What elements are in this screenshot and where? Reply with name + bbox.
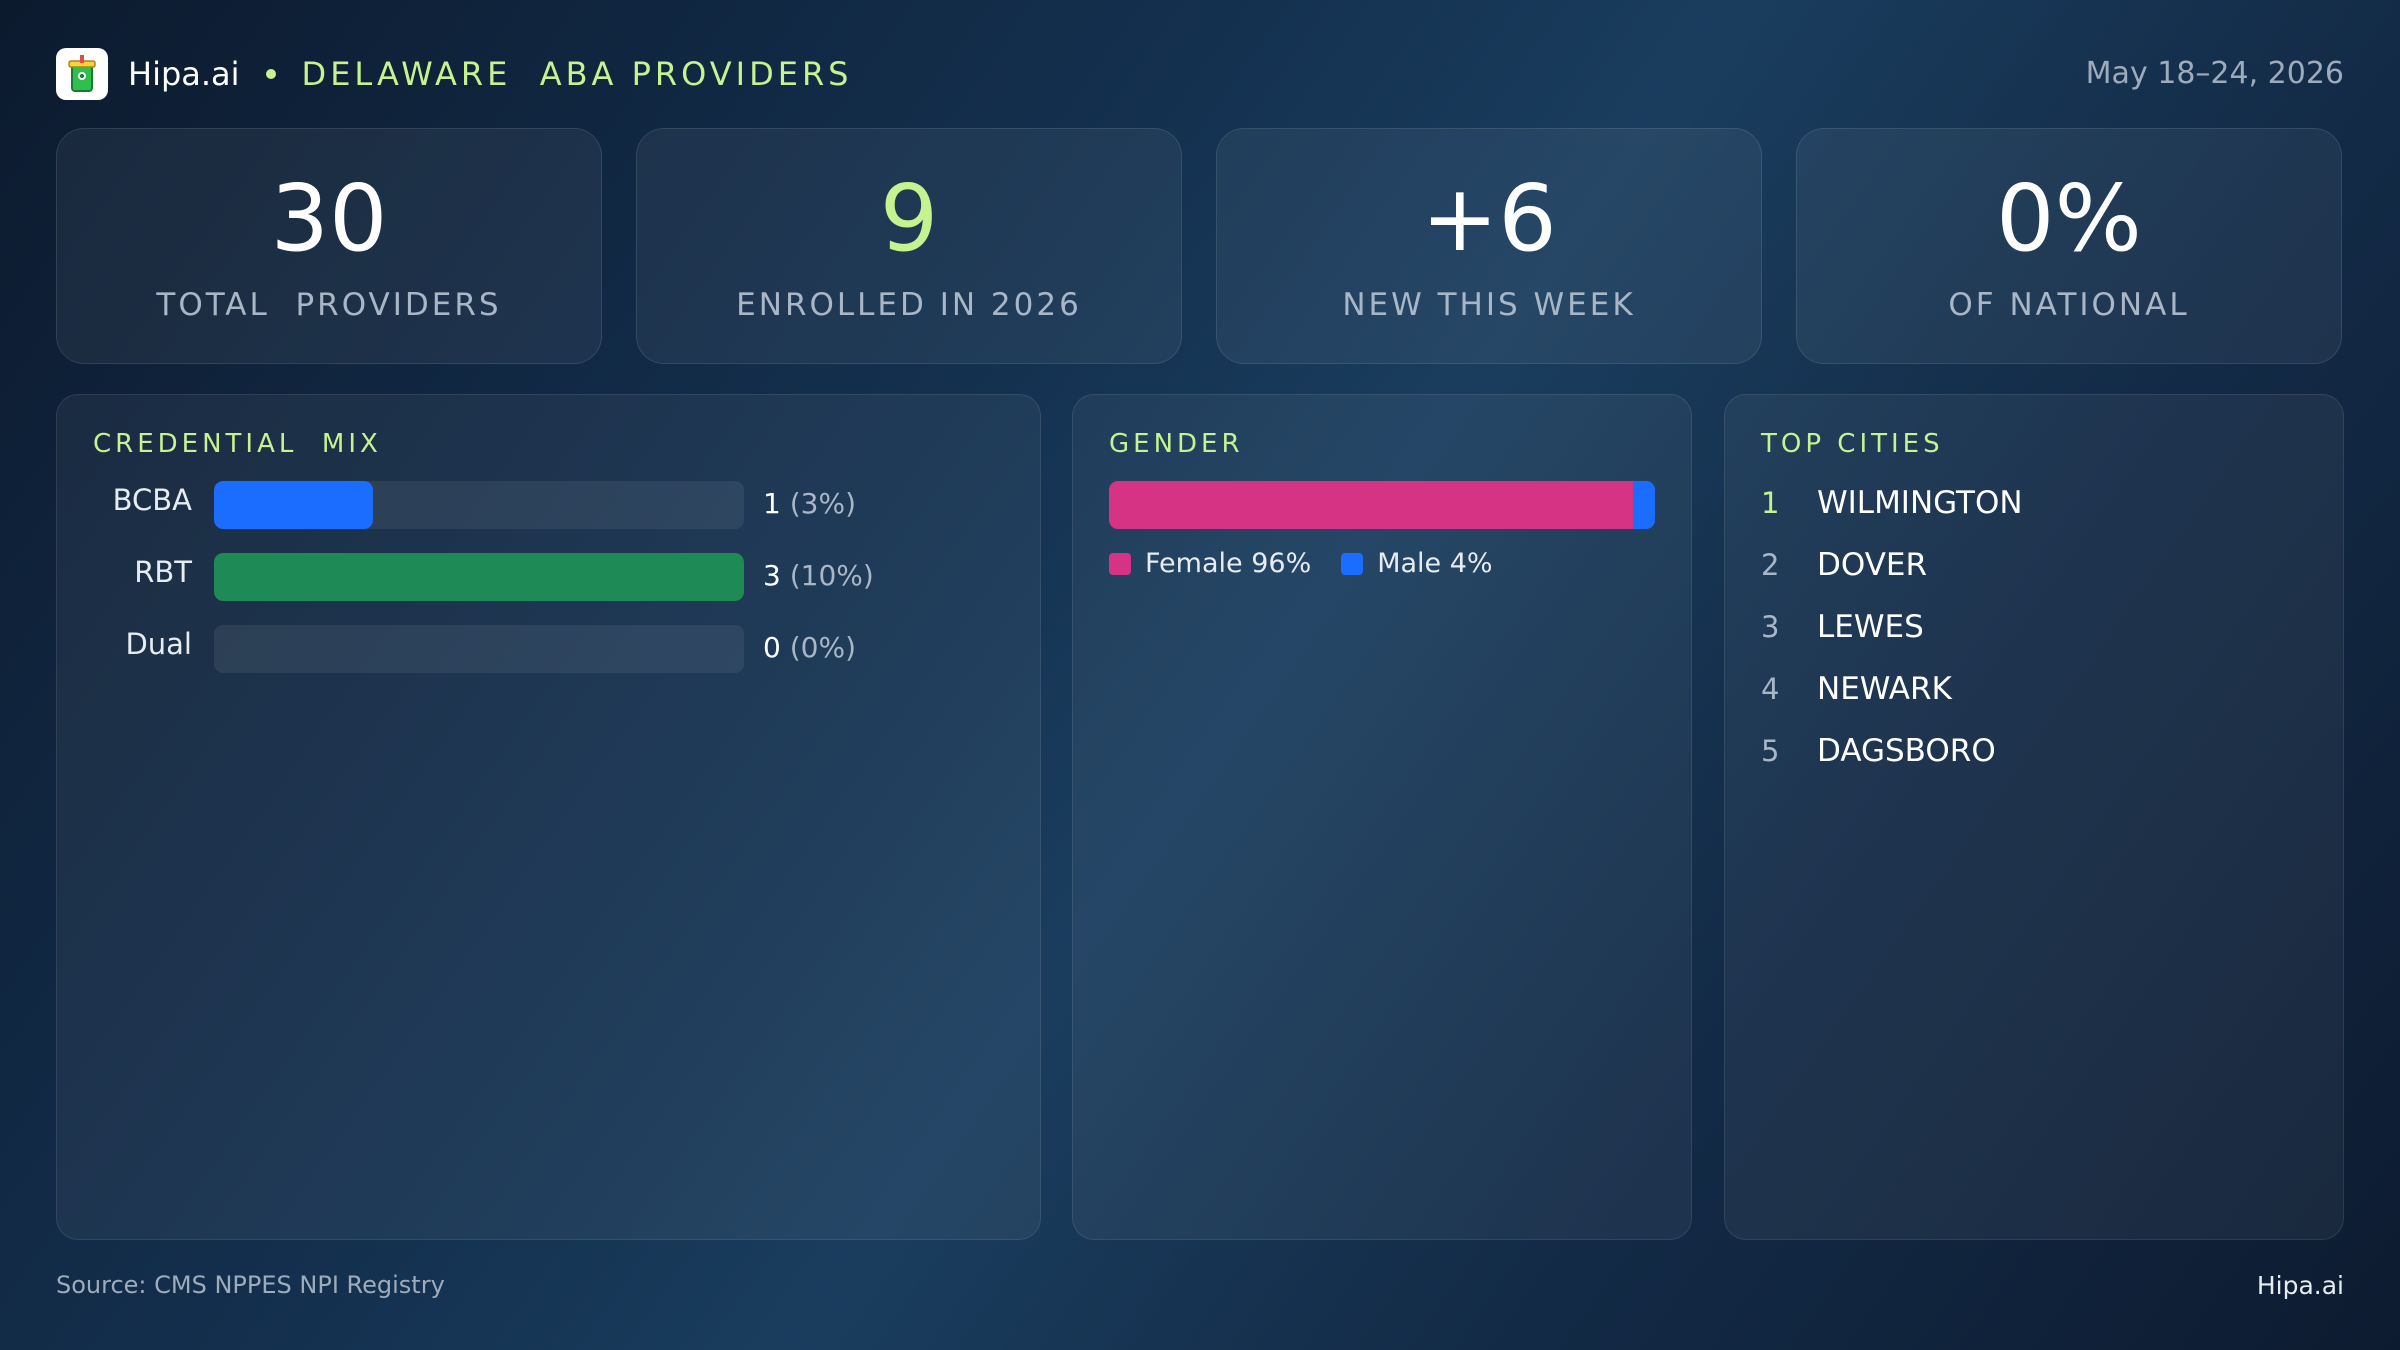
stat-value: 9 [879,165,939,272]
gender-bar-female [1109,481,1633,529]
city-row: 5 DAGSBORO [1761,731,1996,771]
stat-card-new-this-week: +6 NEW THIS WEEK [1216,128,1762,364]
gender-bar-male [1633,481,1655,529]
credential-bar-track [214,481,744,529]
city-rank: 5 [1761,734,1780,768]
date-range: May 18–24, 2026 [2085,56,2344,91]
panel-title: TOP CITIES [1761,429,1944,459]
credential-percent: (10%) [789,559,874,592]
stat-card-of-national: 0% OF NATIONAL [1796,128,2342,364]
panel-title: GENDER [1109,429,1244,459]
credential-bar-bcba [214,481,373,529]
credential-mix-panel: CREDENTIAL MIX BCBA 1 (3%) RBT 3 (10%) D… [56,394,1041,1240]
gender-bar [1109,481,1655,529]
legend-label: Male 4% [1377,548,1493,579]
stat-value: +6 [1421,165,1557,272]
credential-count: 3 [763,559,781,592]
stat-label: NEW THIS WEEK [1342,287,1636,323]
credential-value-bcba: 1 (3%) [763,487,856,520]
city-row: 2 DOVER [1761,545,1927,585]
panel-title: CREDENTIAL MIX [93,429,382,459]
credential-count: 1 [763,487,781,520]
city-row: 1 WILMINGTON [1761,483,2023,523]
credential-label-dual: Dual [125,627,192,661]
credential-percent: (3%) [789,487,857,520]
stat-card-total-providers: 30 TOTAL PROVIDERS [56,128,602,364]
stat-label: ENROLLED IN 2026 [736,287,1082,323]
brand-name[interactable]: Hipa.ai [128,55,240,93]
city-row: 3 LEWES [1761,607,1924,647]
city-rank: 4 [1761,672,1780,706]
city-rank: 3 [1761,610,1780,644]
stat-label: TOTAL PROVIDERS [156,287,502,323]
page-title: DELAWARE ABA PROVIDERS [301,55,853,93]
credential-bar-track [214,553,744,601]
legend-label: Female 96% [1145,548,1312,579]
credential-count: 0 [763,631,781,664]
credential-percent: (0%) [789,631,857,664]
header: Hipa.ai DELAWARE ABA PROVIDERS [56,47,852,101]
credential-value-dual: 0 (0%) [763,631,856,664]
credential-label-bcba: BCBA [112,483,192,517]
credential-value-rbt: 3 (10%) [763,559,874,592]
female-swatch-icon [1109,552,1131,575]
city-rank: 1 [1761,486,1780,520]
source-note: Source: CMS NPPES NPI Registry [56,1271,445,1299]
male-swatch-icon [1341,552,1364,575]
city-name: DAGSBORO [1817,733,1996,769]
gender-panel: GENDER Female 96% Male 4% [1072,394,1692,1240]
credential-label-rbt: RBT [134,555,192,589]
stat-value: 30 [270,165,388,272]
stat-card-enrolled: 9 ENROLLED IN 2026 [636,128,1182,364]
city-row: 4 NEWARK [1761,669,1952,709]
footer-brand-link[interactable]: Hipa.ai [2256,1271,2344,1300]
city-rank: 2 [1761,548,1780,582]
city-name: LEWES [1817,609,1924,645]
credential-bar-track [214,625,744,673]
legend-item-male: Male 4% [1341,548,1493,579]
credential-bar-rbt [214,553,744,601]
separator-dot [265,69,276,79]
hipa-logo-icon[interactable] [56,48,108,100]
stat-label: OF NATIONAL [1948,287,2190,323]
city-name: NEWARK [1817,671,1952,707]
legend-item-female: Female 96% [1109,548,1311,579]
stat-value: 0% [1996,165,2142,272]
city-name: WILMINGTON [1817,485,2023,521]
gender-legend: Female 96% Male 4% [1109,548,1523,579]
city-name: DOVER [1817,547,1928,583]
top-cities-panel: TOP CITIES 1 WILMINGTON 2 DOVER 3 LEWES … [1724,394,2344,1240]
